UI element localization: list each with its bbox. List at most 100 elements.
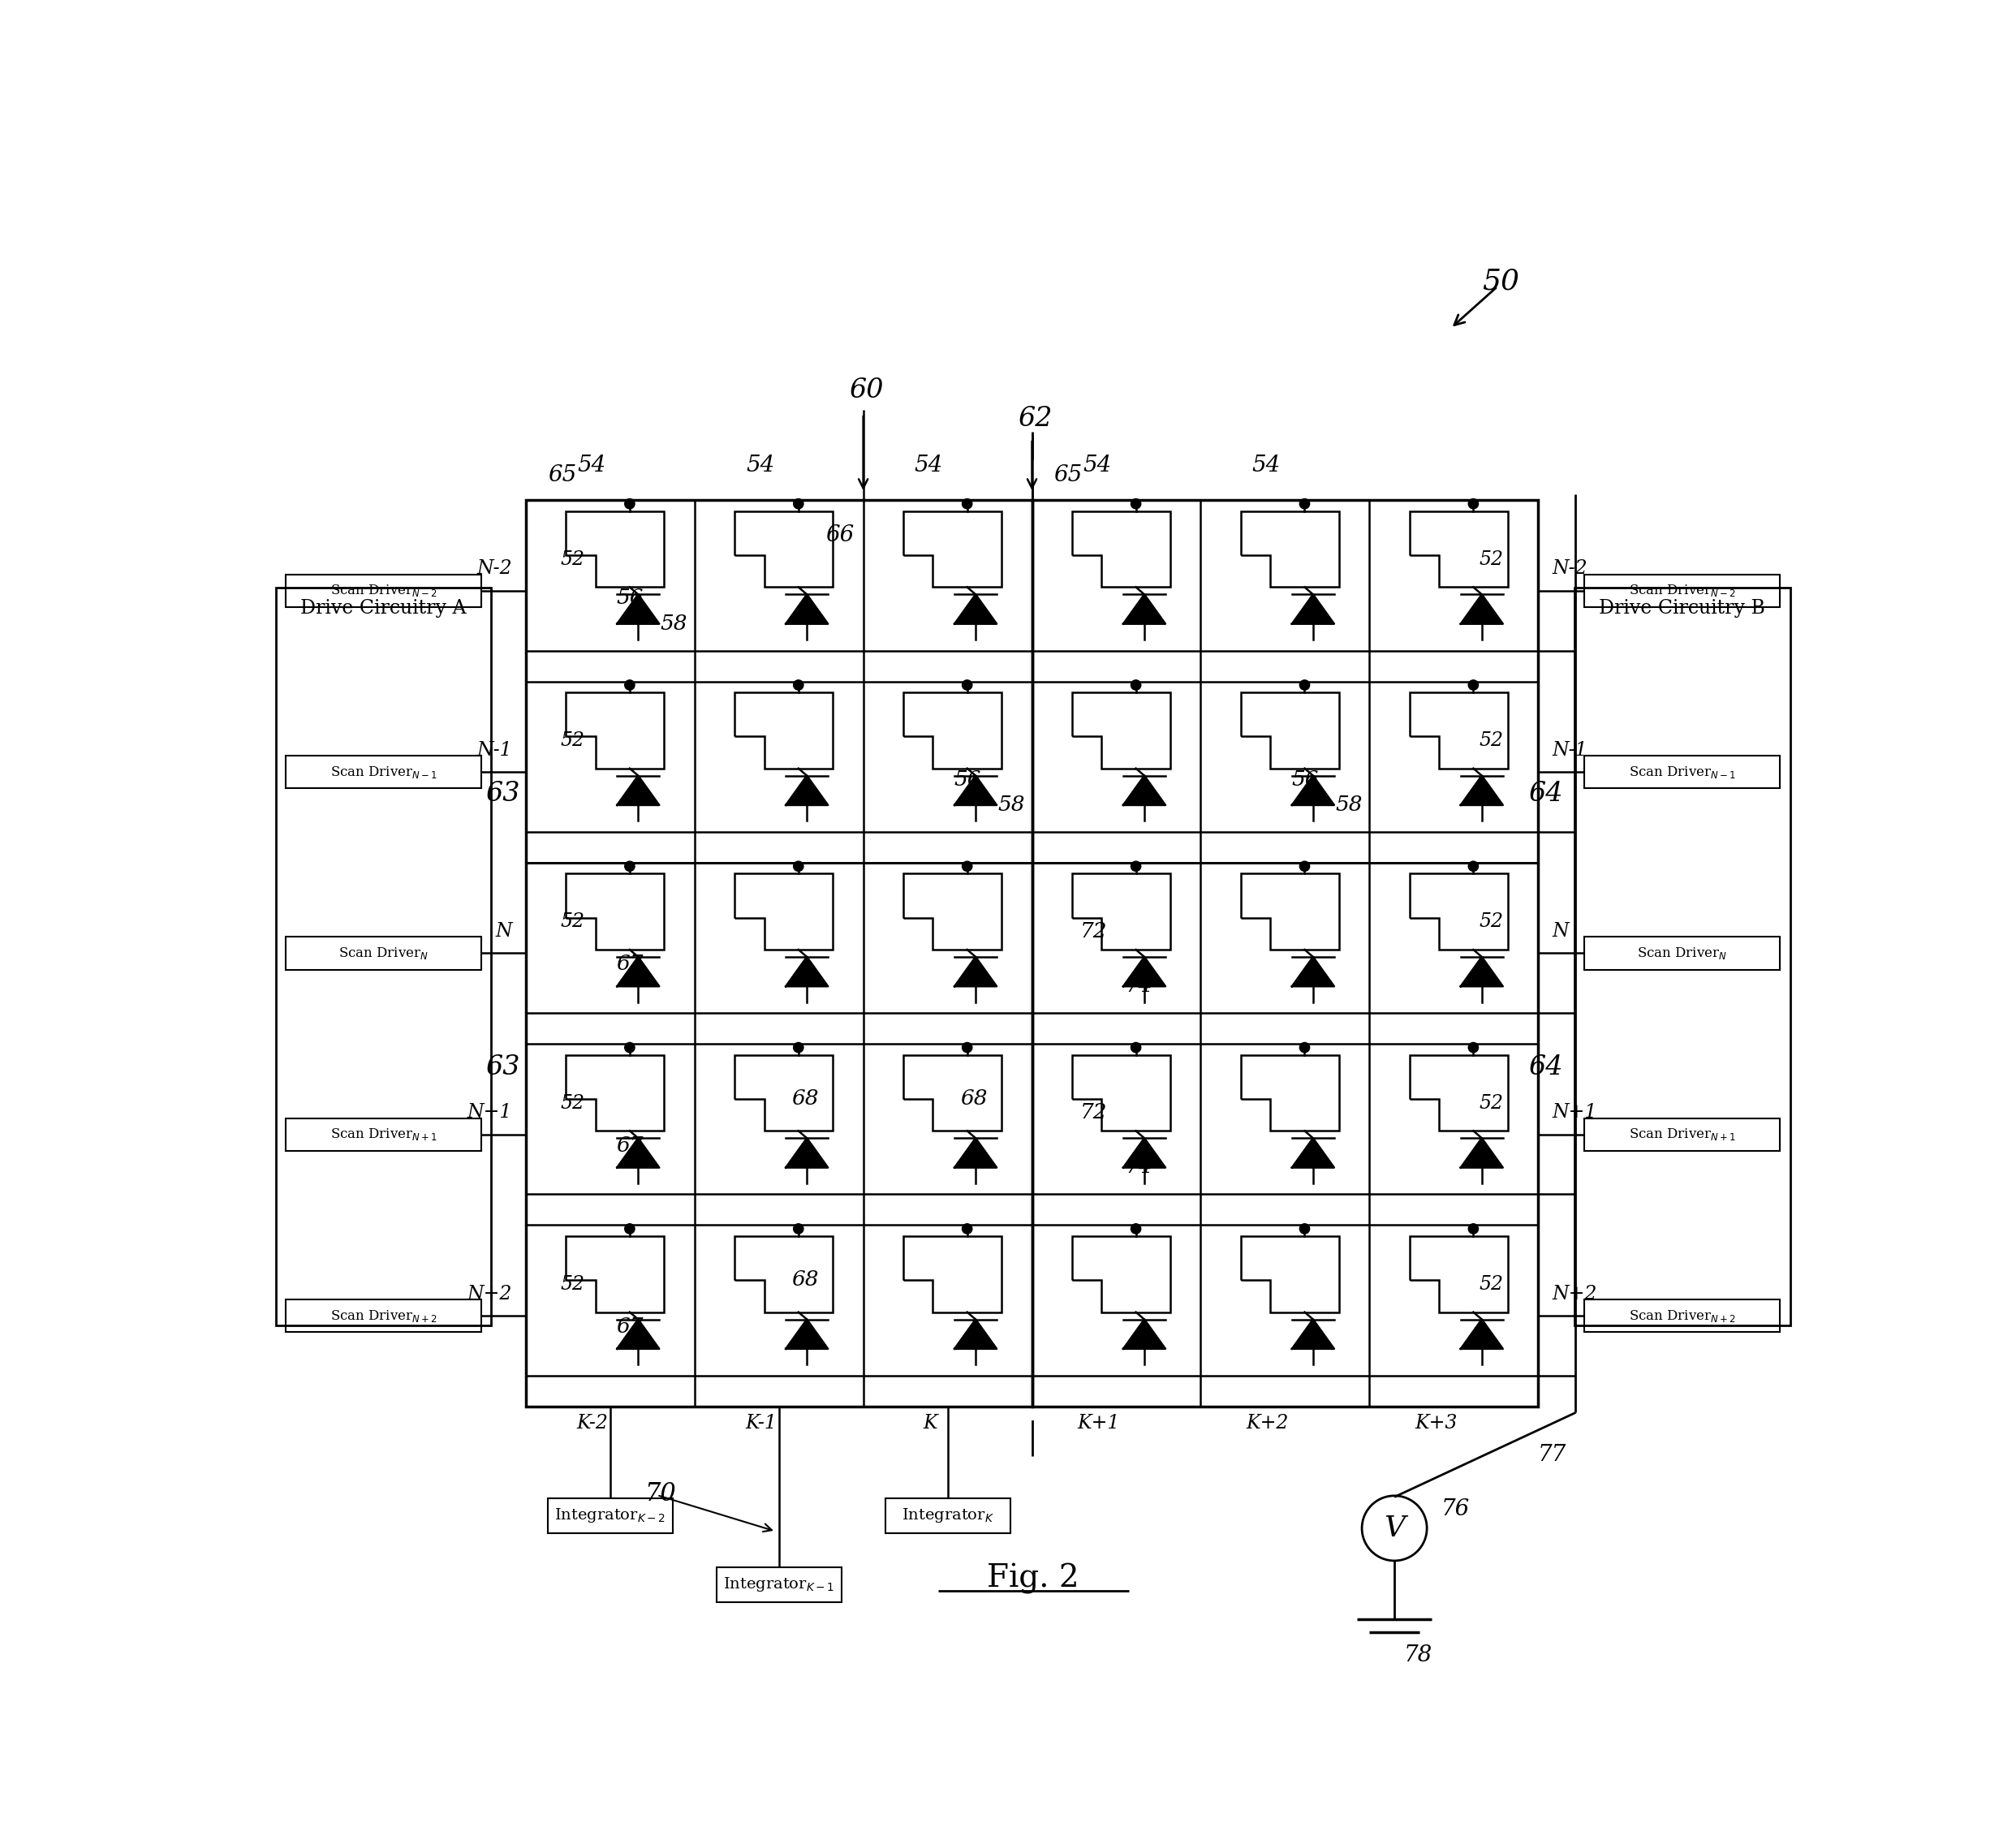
Circle shape	[1131, 861, 1141, 872]
Text: N+1: N+1	[468, 1104, 512, 1122]
Text: 50: 50	[1482, 267, 1520, 294]
Polygon shape	[1123, 1139, 1165, 1168]
Bar	[286, 756, 482, 788]
Text: 52: 52	[560, 1095, 585, 1113]
Text: N+2: N+2	[1552, 1284, 1597, 1303]
Polygon shape	[786, 1139, 829, 1168]
Circle shape	[962, 499, 972, 510]
Text: N+2: N+2	[468, 1284, 512, 1303]
Text: N-1: N-1	[1552, 742, 1587, 760]
Text: 72: 72	[1081, 922, 1107, 942]
Text: 60: 60	[849, 377, 883, 403]
Text: 54: 54	[746, 454, 774, 477]
Circle shape	[794, 861, 804, 872]
Circle shape	[1300, 681, 1310, 690]
Text: 58: 58	[1335, 795, 1363, 815]
Text: N-1: N-1	[476, 742, 512, 760]
Bar	[1585, 1299, 1780, 1332]
Text: 52: 52	[1480, 1275, 1504, 1294]
Polygon shape	[1292, 1139, 1335, 1168]
Circle shape	[625, 499, 635, 510]
Polygon shape	[1292, 594, 1335, 624]
Text: 52: 52	[560, 550, 585, 569]
Text: N+1: N+1	[1552, 1104, 1597, 1122]
Text: Scan Driver$_{N+2}$: Scan Driver$_{N+2}$	[331, 1308, 437, 1323]
Polygon shape	[617, 1319, 659, 1349]
Text: 58: 58	[659, 613, 687, 633]
Bar	[286, 937, 482, 970]
Bar	[548, 1498, 673, 1533]
Text: Scan Driver$_N$: Scan Driver$_N$	[1637, 946, 1728, 960]
Bar	[716, 1568, 841, 1603]
Polygon shape	[1462, 957, 1502, 986]
Bar	[1032, 500, 1538, 1406]
Polygon shape	[617, 957, 659, 986]
Polygon shape	[1462, 776, 1502, 806]
Circle shape	[1300, 499, 1310, 510]
Text: 64: 64	[1528, 782, 1562, 808]
Polygon shape	[1123, 594, 1165, 624]
Polygon shape	[1462, 1319, 1502, 1349]
Circle shape	[1300, 1043, 1310, 1052]
Text: 54: 54	[577, 454, 605, 477]
Text: Scan Driver$_N$: Scan Driver$_N$	[339, 946, 429, 960]
Text: Integrator$_{K-1}$: Integrator$_{K-1}$	[724, 1575, 835, 1593]
Text: 67: 67	[617, 1135, 643, 1156]
Text: Integrator$_K$: Integrator$_K$	[901, 1507, 994, 1525]
Text: 76: 76	[1441, 1498, 1470, 1520]
Text: 52: 52	[1480, 1095, 1504, 1113]
Bar	[885, 1498, 1010, 1533]
Text: 52: 52	[1480, 550, 1504, 569]
Text: K-1: K-1	[746, 1413, 776, 1433]
Text: 78: 78	[1403, 1645, 1433, 1665]
Polygon shape	[1123, 1319, 1165, 1349]
Circle shape	[625, 861, 635, 872]
Text: Scan Driver$_{N-2}$: Scan Driver$_{N-2}$	[1629, 583, 1736, 598]
Circle shape	[794, 1224, 804, 1235]
Bar	[1574, 587, 1790, 1325]
Polygon shape	[786, 594, 829, 624]
Text: 52: 52	[1480, 913, 1504, 931]
Circle shape	[625, 681, 635, 690]
Circle shape	[794, 499, 804, 510]
Text: 70: 70	[645, 1481, 675, 1507]
Polygon shape	[786, 1319, 829, 1349]
Bar	[526, 500, 1032, 1406]
Text: K: K	[923, 1413, 937, 1433]
Text: 62: 62	[1018, 407, 1052, 432]
Text: 72: 72	[1081, 1102, 1107, 1122]
Text: 67: 67	[617, 1316, 643, 1338]
Text: 52: 52	[1480, 732, 1504, 751]
Circle shape	[1468, 861, 1478, 872]
Text: N: N	[496, 922, 512, 940]
Circle shape	[625, 1224, 635, 1235]
Bar	[286, 1119, 482, 1150]
Text: 65: 65	[548, 464, 577, 486]
Polygon shape	[1292, 776, 1335, 806]
Bar	[286, 574, 482, 607]
Text: 64: 64	[1528, 1054, 1562, 1080]
Polygon shape	[1292, 957, 1335, 986]
Text: 58: 58	[998, 795, 1024, 815]
Text: 67: 67	[617, 953, 643, 975]
Text: 52: 52	[560, 732, 585, 751]
Circle shape	[794, 1043, 804, 1052]
Text: Scan Driver$_{N-1}$: Scan Driver$_{N-1}$	[1629, 764, 1736, 780]
Text: 68: 68	[960, 1087, 988, 1108]
Circle shape	[1468, 499, 1478, 510]
Bar	[276, 587, 492, 1325]
Circle shape	[1468, 1224, 1478, 1235]
Text: N-2: N-2	[476, 559, 512, 578]
Text: K+2: K+2	[1246, 1413, 1288, 1433]
Circle shape	[1468, 681, 1478, 690]
Text: 74: 74	[1125, 1157, 1153, 1178]
Text: Scan Driver$_{N-1}$: Scan Driver$_{N-1}$	[331, 764, 437, 780]
Circle shape	[1468, 1043, 1478, 1052]
Polygon shape	[786, 776, 829, 806]
Polygon shape	[954, 594, 996, 624]
Bar	[526, 500, 1032, 863]
Text: K-2: K-2	[577, 1413, 609, 1433]
Text: Scan Driver$_{N+2}$: Scan Driver$_{N+2}$	[1629, 1308, 1736, 1323]
Text: 65: 65	[1054, 464, 1083, 486]
Text: 56: 56	[617, 589, 643, 609]
